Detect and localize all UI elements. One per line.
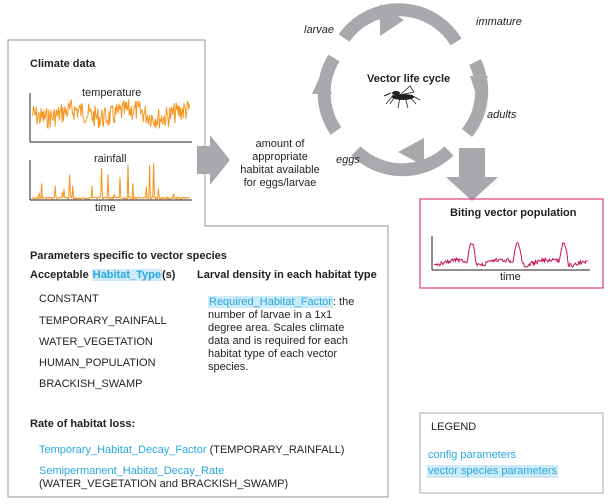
temperature-series [31,98,190,130]
larval-desc-line: number of larvae in a 1x1 [208,309,333,321]
habitat-text-line: appropriate [252,151,308,163]
legend-species: vector species parameters [427,465,558,478]
legend-config: config parameters [428,449,517,461]
stage-adults: adults [487,109,517,121]
semipermanent-decay-desc: (WATER_VEGETATION and BRACKISH_SWAMP) [39,478,289,490]
temperature-label: temperature [82,87,142,99]
habitat-heading-suffix: (s) [162,269,176,281]
rainfall-label: rainfall [94,153,127,165]
params-title: Parameters specific to vector species [30,250,227,262]
climate-time-label: time [95,202,116,214]
habitat-type-heading: Acceptable Habitat_Type(s) [30,269,175,282]
life-cycle-title: Vector life cycle [367,73,451,85]
habitat-type-item: TEMPORARY_RAINFALL [39,315,167,327]
habitat-arrow-text: amount of appropriate habitat available … [230,138,330,190]
biting-chart [431,236,590,271]
habitat-text-line: habitat available [240,164,320,176]
habitat-type-param: Habitat_Type [91,269,163,281]
habitat-type-item: CONSTANT [39,293,99,305]
life-cycle-ring [317,3,489,177]
arrowhead-adults [470,76,488,100]
stage-eggs: eggs [336,154,360,166]
habitat-text-line: amount of [255,138,305,150]
stage-immature: immature [476,16,522,28]
life-cycle-arrowheads [312,4,488,166]
parameters-panel-outline [7,39,389,498]
temperature-chart [29,93,192,143]
larval-density-description: Required_Habitat_Factor: the number of l… [208,296,386,374]
larval-desc-line: : the [332,296,355,308]
arrowhead-eggs [398,138,424,166]
legend-box [419,412,604,494]
habitat-type-item: HUMAN_POPULATION [39,357,156,369]
larval-desc-line: species. [208,361,249,373]
cycle-arc-left [317,54,342,135]
legend-title: LEGEND [431,421,477,433]
habitat-type-item: BRACKISH_SWAMP [39,378,143,390]
cycle-arc-top [338,3,462,46]
arrowhead-immature [380,4,404,36]
stage-larvae: larvae [304,24,334,36]
arrowhead-larvae [312,72,332,94]
larval-desc-line: degree area. Scales climate [208,322,345,334]
larval-density-heading: Larval density in each habitat type [197,269,377,281]
rainfall-chart [29,160,192,201]
habitat-arrow [197,135,230,185]
temporary-decay-desc: (TEMPORARY_RAINFALL) [206,444,345,456]
biting-title: Biting vector population [450,207,577,219]
biting-time-label: time [500,271,521,283]
habitat-type-item: WATER_VEGETATION [39,336,153,348]
biting-population-box [419,198,604,289]
cycle-arc-right [461,59,489,138]
semipermanent-decay-param: Semipermanent_Habitat_Decay_Rate [39,465,225,477]
rainfall-series [31,163,190,201]
larval-desc-line: habitat type of each vector [208,348,338,360]
habitat-text-line: for eggs/larvae [243,177,317,189]
cycle-arc-bottom [351,146,454,177]
required-habitat-factor-param: Required_Habitat_Factor [208,296,333,308]
climate-title: Climate data [30,58,96,70]
mosquito-icon [383,85,421,109]
habitat-heading-prefix: Acceptable [30,269,92,281]
biting-series [433,242,588,268]
population-arrow [446,148,498,201]
temporary-decay-param: Temporary_Habitat_Decay_Factor [39,444,207,456]
temporary-decay-line: Temporary_Habitat_Decay_Factor (TEMPORAR… [39,444,344,457]
larval-desc-line: data and is required for each [208,335,349,347]
habitat-loss-title: Rate of habitat loss: [30,418,136,430]
